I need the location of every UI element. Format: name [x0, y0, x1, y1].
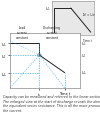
Text: $I(t)=I_0/e$: $I(t)=I_0/e$ [82, 12, 96, 19]
Text: $U_1$: $U_1$ [81, 52, 87, 59]
Text: $U_D$: $U_D$ [81, 69, 88, 77]
Text: Load
current
constant: Load current constant [16, 26, 29, 39]
Text: Time t: Time t [83, 39, 92, 43]
Text: $U_0$: $U_0$ [45, 5, 51, 13]
Text: Discharging
current
constant: Discharging current constant [43, 26, 61, 39]
Text: $U_0$: $U_0$ [81, 40, 87, 47]
Text: Capacity can be measured and referred to the linear section.
The enlarged view a: Capacity can be measured and referred to… [3, 94, 100, 112]
